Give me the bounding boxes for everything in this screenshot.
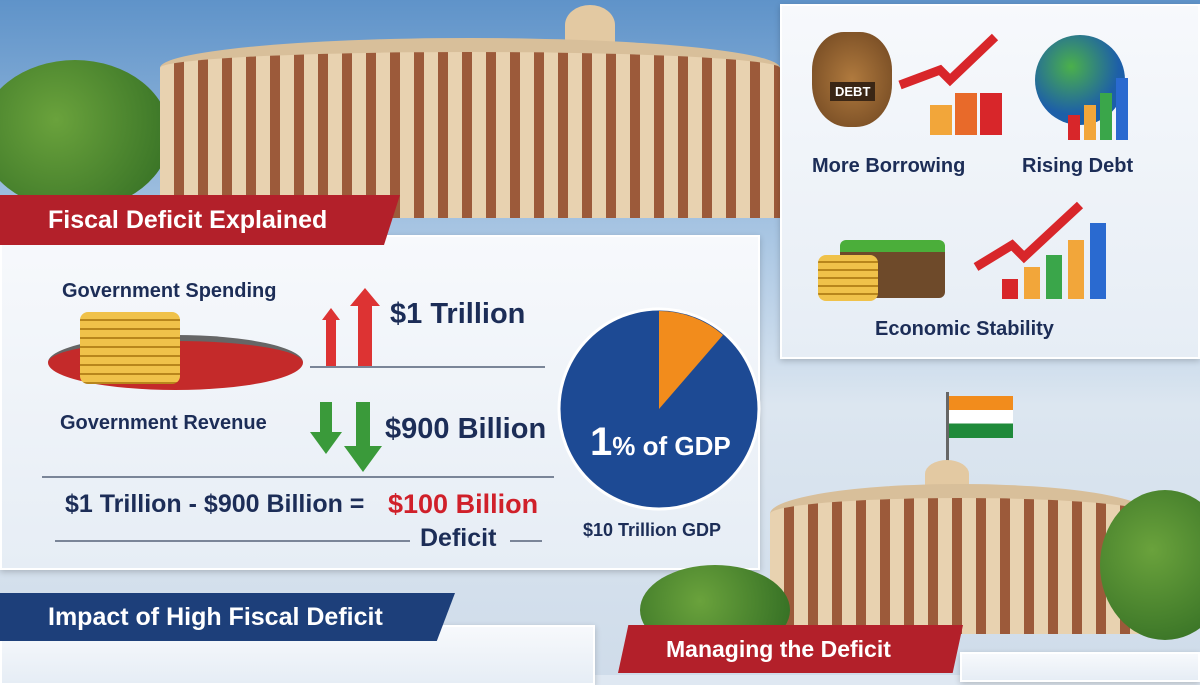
coins-icon (80, 312, 180, 384)
parliament-illustration (770, 484, 1150, 634)
debt-badge: DEBT (830, 82, 876, 101)
banner-title: Fiscal Deficit Explained (48, 205, 328, 234)
fiscal-deficit-banner: Fiscal Deficit Explained (0, 195, 400, 245)
pie-slice-deficit (659, 311, 723, 409)
impact-banner: Impact of High Fiscal Deficit (0, 593, 455, 641)
pie-label: 1% of GDP (590, 420, 731, 464)
divider (310, 366, 545, 368)
flagpole (946, 392, 949, 462)
impact-label: Rising Debt (1022, 155, 1134, 177)
gdp-caption: $10 Trillion GDP (583, 520, 722, 540)
deficit-value: $100 Billion (388, 489, 539, 519)
gdp-pie-chart (557, 307, 761, 511)
spending-label: Government Spending (62, 280, 277, 302)
managing-banner: Managing the Deficit (618, 625, 963, 673)
impact-label: More Borrowing (812, 155, 966, 177)
revenue-value: $900 Billion (385, 413, 547, 445)
bar-chart-icon (1068, 78, 1128, 140)
equation-left: $1 Trillion - $900 Billion = (65, 490, 365, 518)
revenue-label: Government Revenue (60, 412, 267, 434)
impact-label: Economic Stability (875, 318, 1054, 340)
growth-chart-icon (973, 201, 1106, 299)
managing-section-panel (960, 652, 1200, 682)
divider (510, 540, 542, 542)
arrow-up-icon (306, 288, 384, 373)
arrow-down-icon (306, 402, 384, 479)
banner-title: Impact of High Fiscal Deficit (48, 602, 383, 631)
divider (42, 476, 554, 478)
tree-illustration (0, 60, 170, 210)
coins-icon (818, 255, 878, 301)
dome-illustration (565, 5, 615, 45)
banner-title: Managing the Deficit (666, 635, 891, 662)
debt-bag-icon (812, 32, 892, 127)
india-flag-icon (949, 396, 1013, 438)
divider (55, 540, 410, 542)
deficit-caption: Deficit (420, 524, 497, 552)
rising-arrow-icon (898, 33, 1002, 135)
parliament-illustration (160, 38, 780, 218)
tree-illustration (1100, 490, 1200, 640)
spending-value: $1 Trillion (390, 298, 526, 330)
